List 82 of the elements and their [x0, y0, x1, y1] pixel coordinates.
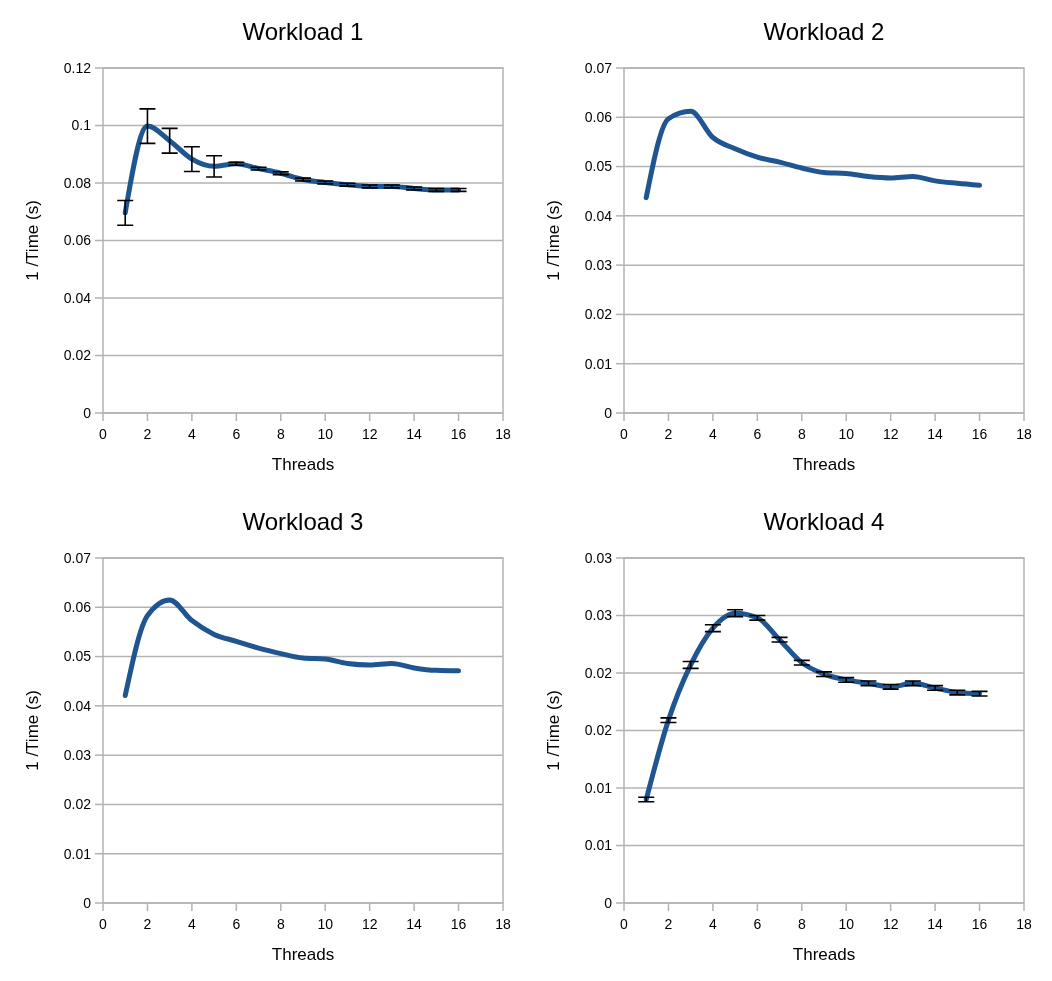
- y-tick-label: 0.01: [584, 355, 613, 372]
- chart-title: Workload 3: [242, 508, 364, 535]
- x-tick-label: 10: [317, 916, 334, 932]
- y-tick-label: 0.06: [584, 109, 613, 126]
- x-axis-title: Threads: [792, 945, 856, 964]
- y-tick-label: 0: [83, 404, 92, 421]
- y-tick-label: 0: [83, 894, 92, 911]
- x-tick-label: 10: [838, 426, 855, 442]
- y-tick-label: 0.03: [584, 549, 613, 566]
- x-axis-title: Threads: [271, 945, 335, 964]
- x-tick-label: 8: [276, 426, 285, 442]
- y-tick-label: 0.05: [584, 158, 613, 175]
- chart-title: Workload 4: [763, 508, 885, 535]
- y-tick-label: 0.03: [584, 257, 613, 274]
- y-tick-label: 0.08: [63, 174, 92, 191]
- y-axis-title: 1 /Time (s): [544, 690, 563, 771]
- y-tick-label: 0.06: [63, 232, 92, 249]
- x-tick-label: 16: [450, 426, 467, 442]
- y-tick-label: 0.04: [63, 289, 92, 306]
- x-tick-label: 0: [99, 426, 108, 442]
- y-tick-label: 0.06: [63, 599, 92, 616]
- y-tick-label: 0.04: [63, 697, 92, 714]
- y-axis-title: 1 /Time (s): [23, 690, 42, 771]
- y-tick-label: 0.01: [63, 845, 92, 862]
- x-tick-label: 4: [708, 426, 717, 442]
- y-tick-label: 0: [604, 894, 613, 911]
- y-tick-label: 0.07: [63, 549, 92, 566]
- x-tick-label: 12: [361, 426, 378, 442]
- y-tick-label: 0.05: [63, 648, 92, 665]
- x-tick-label: 16: [450, 916, 467, 932]
- x-tick-label: 18: [495, 426, 511, 442]
- y-axis-title: 1 /Time (s): [23, 200, 42, 281]
- x-tick-label: 14: [927, 426, 944, 442]
- x-tick-label: 6: [753, 426, 762, 442]
- x-tick-label: 4: [187, 916, 196, 932]
- x-tick-label: 6: [232, 426, 241, 442]
- x-tick-label: 2: [664, 916, 673, 932]
- x-tick-label: 12: [882, 426, 899, 442]
- x-tick-label: 18: [495, 916, 511, 932]
- x-tick-label: 2: [664, 426, 673, 442]
- x-tick-label: 4: [187, 426, 196, 442]
- chart-title: Workload 2: [763, 18, 885, 45]
- y-tick-label: 0.03: [63, 747, 92, 764]
- x-tick-label: 6: [232, 916, 241, 932]
- y-tick-label: 0.02: [584, 306, 613, 323]
- x-tick-label: 8: [797, 426, 806, 442]
- x-tick-label: 6: [753, 916, 762, 932]
- y-tick-label: 0.03: [584, 607, 613, 624]
- x-tick-label: 16: [971, 916, 988, 932]
- y-tick-label: 0.1: [71, 117, 92, 134]
- x-tick-label: 12: [882, 916, 899, 932]
- y-tick-label: 0.01: [584, 779, 613, 796]
- x-tick-label: 0: [620, 916, 629, 932]
- x-tick-label: 16: [971, 426, 988, 442]
- x-tick-label: 14: [406, 426, 423, 442]
- x-tick-label: 4: [708, 916, 717, 932]
- y-tick-label: 0.04: [584, 207, 613, 224]
- y-tick-label: 0.01: [584, 837, 613, 854]
- y-tick-label: 0.12: [63, 59, 92, 76]
- y-tick-label: 0.07: [584, 59, 613, 76]
- y-tick-label: 0.02: [63, 347, 92, 364]
- y-tick-label: 0.02: [63, 796, 92, 813]
- x-tick-label: 0: [620, 426, 629, 442]
- x-tick-label: 8: [276, 916, 285, 932]
- x-tick-label: 0: [99, 916, 108, 932]
- x-tick-label: 2: [143, 916, 152, 932]
- y-tick-label: 0.02: [584, 722, 613, 739]
- x-axis-title: Threads: [271, 455, 335, 474]
- x-tick-label: 18: [1016, 916, 1032, 932]
- x-tick-label: 2: [143, 426, 152, 442]
- chart-title: Workload 1: [242, 18, 364, 45]
- x-tick-label: 14: [406, 916, 423, 932]
- x-tick-label: 12: [361, 916, 378, 932]
- y-axis-title: 1 /Time (s): [544, 200, 563, 281]
- y-tick-label: 0.02: [584, 664, 613, 681]
- x-axis-title: Threads: [792, 455, 856, 474]
- x-tick-label: 14: [927, 916, 944, 932]
- x-tick-label: 10: [838, 916, 855, 932]
- x-tick-label: 18: [1016, 426, 1032, 442]
- y-tick-label: 0: [604, 404, 613, 421]
- x-tick-label: 10: [317, 426, 334, 442]
- x-tick-label: 8: [797, 916, 806, 932]
